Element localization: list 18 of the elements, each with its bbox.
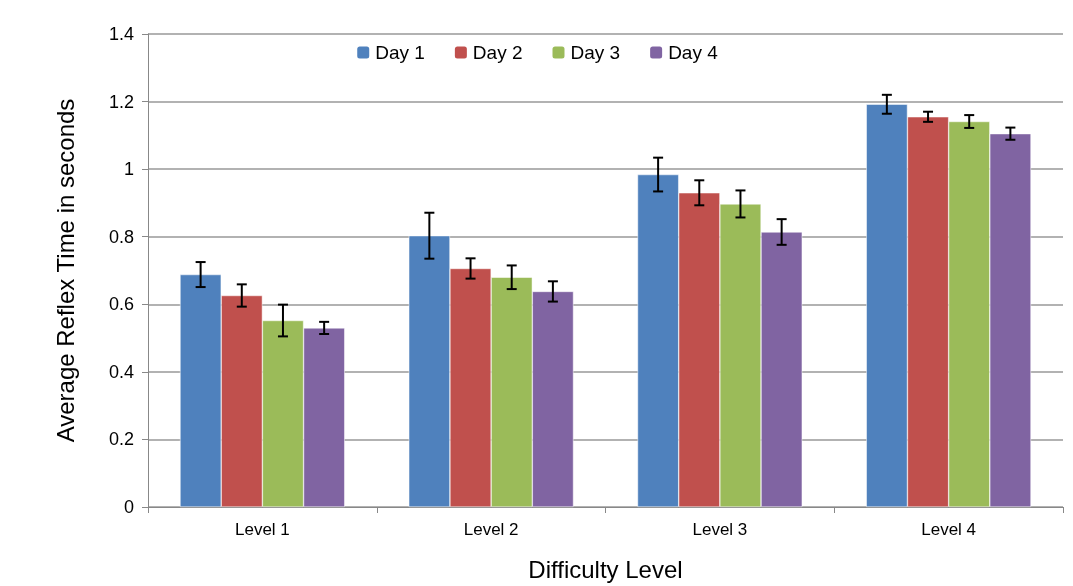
x-tick-label: Level 3: [692, 520, 748, 539]
legend-label: Day 4: [668, 42, 719, 63]
y-tick-label: 0.2: [108, 429, 134, 450]
x-tick-label: Level 4: [921, 520, 977, 539]
legend-label: Day 1: [375, 42, 425, 63]
y-tick-label: 1.4: [108, 24, 134, 44]
y-tick-label: 0: [123, 497, 134, 517]
x-tick-label: Level 1: [234, 520, 290, 539]
legend-label: Day 2: [472, 42, 523, 63]
legend-label: Day 3: [570, 42, 621, 63]
y-tick-label: 1.2: [108, 91, 134, 112]
x-tick-label: Level 2: [463, 520, 519, 539]
y-tick-label: 1: [123, 159, 134, 180]
y-axis-title: Average Reflex Time in seconds: [51, 98, 79, 443]
y-tick-label: 0.6: [108, 294, 134, 315]
y-tick-label: 0.8: [108, 226, 134, 247]
y-tick-label: 0.4: [108, 361, 134, 382]
x-axis-title: Difficulty Level: [528, 555, 683, 583]
